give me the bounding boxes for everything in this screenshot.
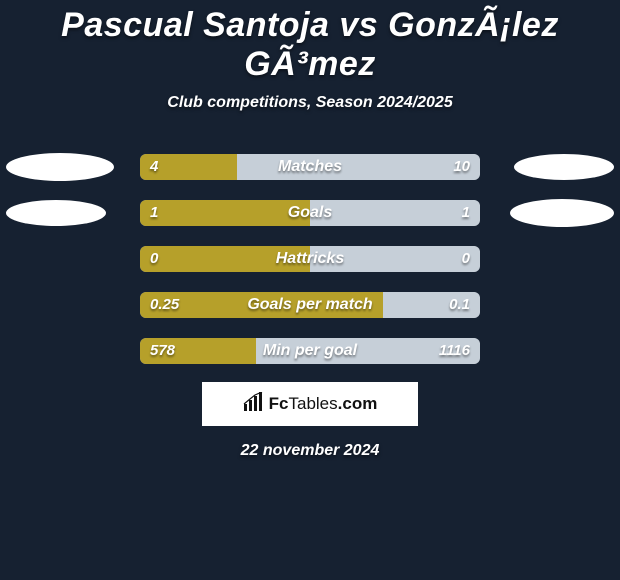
logo-light: Tables [289,394,338,413]
stat-bar: 410Matches [140,154,480,180]
stat-row: 0.250.1Goals per match [0,290,620,320]
stat-row: 410Matches [0,152,620,182]
player-right-ellipse [510,199,614,227]
stat-bar: 0.250.1Goals per match [140,292,480,318]
page-subtitle: Club competitions, Season 2024/2025 [0,94,620,112]
stat-bar-right-fill [237,154,480,180]
page-title: Pascual Santoja vs GonzÃ¡lez GÃ³mez [0,6,620,84]
stat-bar: 5781116Min per goal [140,338,480,364]
date-label: 22 november 2024 [0,442,620,460]
stat-row: 11Goals [0,198,620,228]
player-right-ellipse [514,154,614,180]
stat-bar-left-fill [140,200,310,226]
stat-row: 00Hattricks [0,244,620,274]
stat-bar-left-fill [140,292,383,318]
stat-bar-right-fill [383,292,480,318]
player-left-ellipse [6,153,114,181]
stat-row: 5781116Min per goal [0,336,620,366]
stat-bar: 00Hattricks [140,246,480,272]
chart-icon [243,392,265,417]
stat-bar-left-fill [140,154,237,180]
stat-bar-right-fill [310,246,480,272]
logo-box: FcTables.com [202,382,418,426]
logo-suffix: .com [338,394,378,413]
stat-bar-left-fill [140,246,310,272]
stats-container: 410Matches 11Goals 00Hattricks 0.250.1Goals… [0,152,620,366]
player-left-ellipse [6,200,106,226]
stat-bar: 11Goals [140,200,480,226]
logo-strong: Fc [269,394,289,413]
stat-bar-right-fill [310,200,480,226]
logo-text: FcTables.com [269,394,378,414]
stat-bar-right-fill [256,338,480,364]
stat-bar-left-fill [140,338,256,364]
